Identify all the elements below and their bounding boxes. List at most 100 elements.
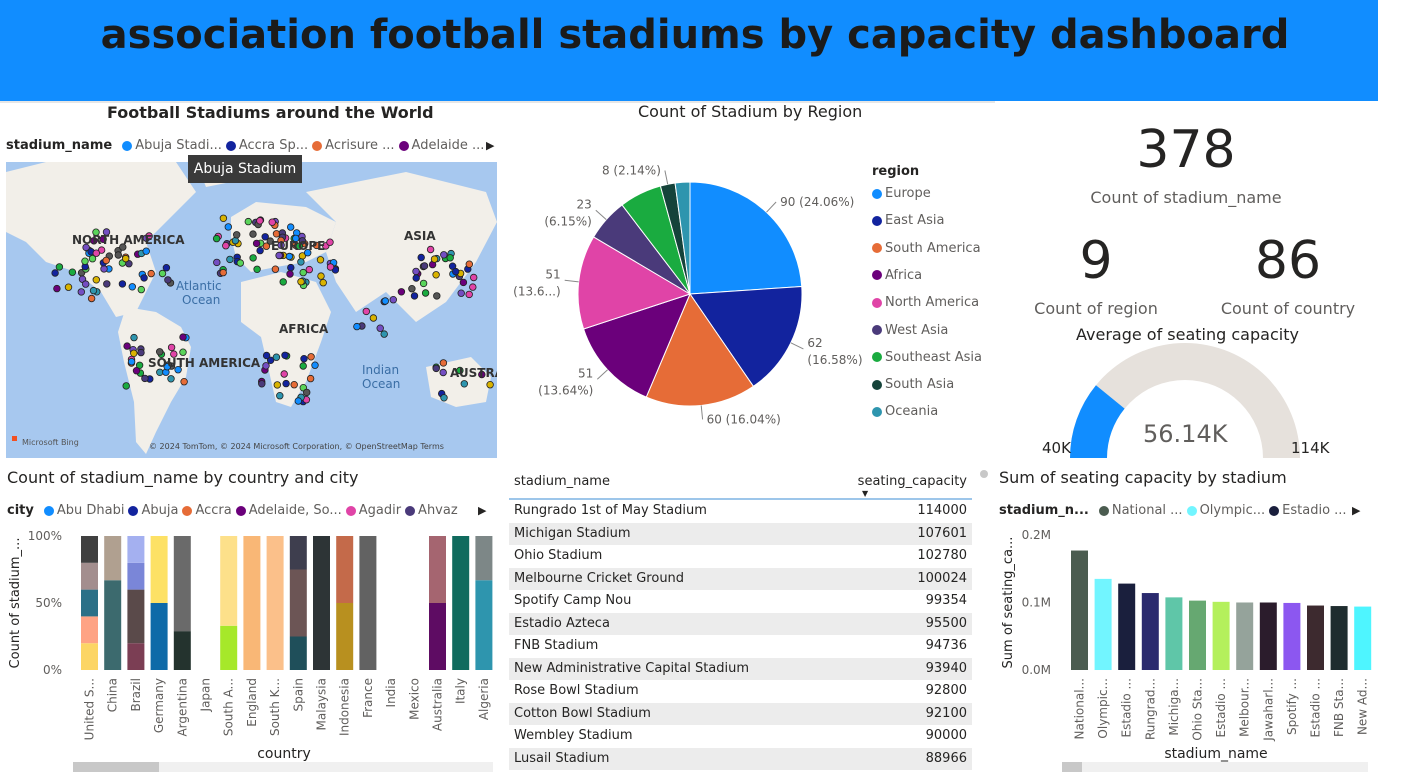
stadium-marker[interactable]: [232, 231, 241, 239]
stadium-marker[interactable]: [167, 343, 176, 352]
stacked-bar-segment[interactable]: [81, 616, 98, 644]
pie-slice-north-america[interactable]: [577, 236, 692, 330]
stadium-marker[interactable]: [299, 268, 307, 277]
stacked-bar-segment[interactable]: [359, 536, 377, 670]
stadium-marker[interactable]: [417, 253, 425, 262]
world-map[interactable]: NORTH AMERICA EUROPE ASIA Atlantic Ocean…: [6, 162, 497, 458]
stadium-marker[interactable]: [167, 375, 175, 383]
stacked-bar-segment[interactable]: [127, 643, 145, 670]
stacked-bar-segment[interactable]: [452, 536, 470, 670]
stadium-marker[interactable]: [420, 262, 429, 270]
stadium-marker[interactable]: [362, 307, 370, 316]
stacked-legend-next-icon[interactable]: ▶: [478, 504, 487, 517]
stadium-marker[interactable]: [419, 279, 428, 288]
pie-legend-item[interactable]: West Asia: [872, 323, 948, 338]
stacked-bar-segment[interactable]: [81, 589, 98, 617]
stadium-marker[interactable]: [369, 314, 378, 322]
stadium-marker[interactable]: [439, 368, 447, 377]
stadium-marker[interactable]: [130, 333, 138, 342]
stadium-marker[interactable]: [226, 255, 234, 264]
table-row[interactable]: Spotify Camp Nou 99354: [509, 590, 972, 613]
stadium-marker[interactable]: [446, 254, 454, 262]
stadium-marker[interactable]: [326, 238, 334, 246]
pie-legend-item[interactable]: South America: [872, 241, 981, 256]
stacked-legend-item[interactable]: Adelaide, So...: [248, 503, 342, 518]
stadium-marker[interactable]: [261, 233, 269, 241]
stadium-marker[interactable]: [286, 270, 294, 278]
stacked-bar-segment[interactable]: [104, 580, 122, 670]
stadium-marker[interactable]: [141, 374, 149, 383]
stadium-marker[interactable]: [100, 265, 108, 273]
table-row[interactable]: New Administrative Capital Stadium 93940: [509, 657, 972, 680]
stacked-bar-segment[interactable]: [266, 536, 284, 670]
stadium-marker[interactable]: [88, 254, 97, 263]
table-row[interactable]: Estadio Azteca 95500: [509, 612, 972, 635]
stadium-marker[interactable]: [81, 280, 90, 288]
stadium-marker[interactable]: [303, 388, 311, 397]
stadium-marker[interactable]: [304, 248, 312, 257]
stadium-marker[interactable]: [452, 267, 460, 276]
stadium-marker[interactable]: [266, 356, 275, 364]
pie-slice-africa[interactable]: [582, 293, 691, 398]
stadium-marker[interactable]: [222, 241, 230, 250]
capacity-bar-chart[interactable]: 0.2M 0.1M 0.0M Sum of seating_ca... National…: [995, 522, 1405, 762]
stadium-marker[interactable]: [456, 366, 464, 375]
stadium-marker[interactable]: [273, 381, 281, 389]
stadium-marker[interactable]: [121, 254, 130, 263]
table-row[interactable]: Wembley Stadium 90000: [509, 725, 972, 748]
gauge-chart[interactable]: [1030, 342, 1350, 464]
stadium-marker[interactable]: [102, 256, 110, 265]
stadium-marker[interactable]: [412, 274, 420, 282]
table-col-stadium-name[interactable]: stadium_name: [514, 474, 610, 489]
stadium-marker[interactable]: [127, 357, 136, 366]
stadium-marker[interactable]: [397, 288, 406, 296]
stadium-marker[interactable]: [353, 322, 361, 331]
stadium-marker[interactable]: [164, 276, 172, 284]
stadium-marker[interactable]: [408, 284, 416, 293]
stadium-marker[interactable]: [287, 223, 295, 231]
stadium-marker[interactable]: [262, 351, 271, 360]
stacked-bar-segment[interactable]: [313, 536, 330, 670]
stadium-marker[interactable]: [298, 237, 307, 245]
stadium-marker[interactable]: [90, 237, 98, 245]
stadium-marker[interactable]: [312, 241, 321, 250]
capacity-bar[interactable]: [1165, 597, 1183, 670]
stadium-marker[interactable]: [145, 232, 153, 240]
capbar-legend-next-icon[interactable]: ▶: [1352, 504, 1361, 517]
stadium-marker[interactable]: [272, 353, 281, 361]
stadium-marker[interactable]: [306, 374, 315, 383]
stadium-marker[interactable]: [51, 269, 59, 277]
stadium-marker[interactable]: [300, 354, 308, 363]
stadium-marker[interactable]: [132, 366, 141, 375]
stadium-marker[interactable]: [262, 362, 270, 370]
stadium-marker[interactable]: [92, 276, 100, 284]
stadium-marker[interactable]: [123, 342, 131, 350]
stadium-marker[interactable]: [282, 379, 290, 388]
stadium-marker[interactable]: [470, 273, 478, 282]
stadium-marker[interactable]: [142, 247, 150, 255]
stadium-marker[interactable]: [457, 289, 465, 297]
stadium-marker[interactable]: [262, 242, 271, 250]
stadium-marker[interactable]: [478, 370, 486, 379]
pie-slice-south-america[interactable]: [645, 292, 755, 407]
map-legend-item[interactable]: Acrisure ...: [325, 138, 395, 153]
stacked-bar-segment[interactable]: [81, 536, 98, 563]
stacked-bar-segment[interactable]: [150, 536, 168, 603]
stadium-marker[interactable]: [486, 380, 494, 389]
stadium-marker[interactable]: [297, 258, 305, 266]
stadium-marker[interactable]: [92, 228, 100, 236]
stadium-marker[interactable]: [244, 217, 252, 226]
table-row[interactable]: Michigan Stadium 107601: [509, 522, 972, 545]
sort-desc-icon[interactable]: ▼: [862, 489, 869, 498]
stacked-bar-segment[interactable]: [220, 625, 238, 670]
stadium-marker[interactable]: [256, 246, 264, 255]
stadium-marker[interactable]: [102, 228, 111, 236]
stadium-marker[interactable]: [299, 362, 307, 370]
table-row[interactable]: FNB Stadium 94736: [509, 635, 972, 658]
stadium-marker[interactable]: [439, 359, 448, 367]
stadium-marker[interactable]: [433, 292, 441, 300]
stacked-bar-segment[interactable]: [289, 636, 307, 671]
stadium-marker[interactable]: [219, 214, 228, 222]
pie-chart[interactable]: 90 (24.06%) 62 (16.58%) 60 (16.04%) 51 (13.64…: [510, 150, 870, 435]
stadium-marker[interactable]: [64, 283, 73, 291]
